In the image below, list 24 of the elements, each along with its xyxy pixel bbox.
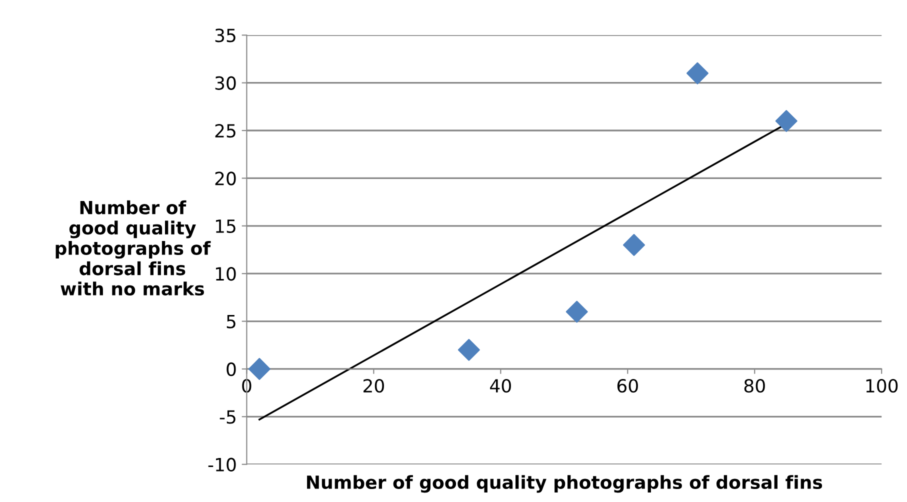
x-tick-label: 80 [744, 379, 765, 393]
point [686, 62, 708, 84]
point [248, 358, 270, 380]
y-tick-label: 20 [215, 172, 236, 186]
x-tick-label: 40 [490, 379, 511, 393]
x-tick-label: 60 [617, 379, 638, 393]
y-tick-label: -10 [208, 458, 236, 472]
y-axis-title: Number of good quality photographs of dorsal fins with no marks [56, 200, 211, 296]
point [566, 300, 588, 323]
y-tick-label: 30 [215, 76, 236, 90]
x-tick-label: 100 [866, 379, 898, 393]
y-tick-label: 5 [226, 314, 236, 328]
point [623, 234, 645, 256]
point [775, 110, 798, 132]
x-axis-title: Number of good quality photographs of dorsal fins [307, 475, 822, 493]
y-tick-label: 10 [216, 267, 236, 281]
y-tick-label: 15 [216, 220, 236, 234]
x-tick-label: 20 [364, 379, 384, 393]
y-tick-label: 0 [226, 362, 236, 376]
x-tick-label: 0 [242, 379, 252, 393]
y-tick-label: -5 [220, 410, 236, 424]
y-tick-label: 35 [215, 28, 236, 42]
y-tick-label: 25 [215, 124, 236, 138]
point [458, 338, 480, 361]
